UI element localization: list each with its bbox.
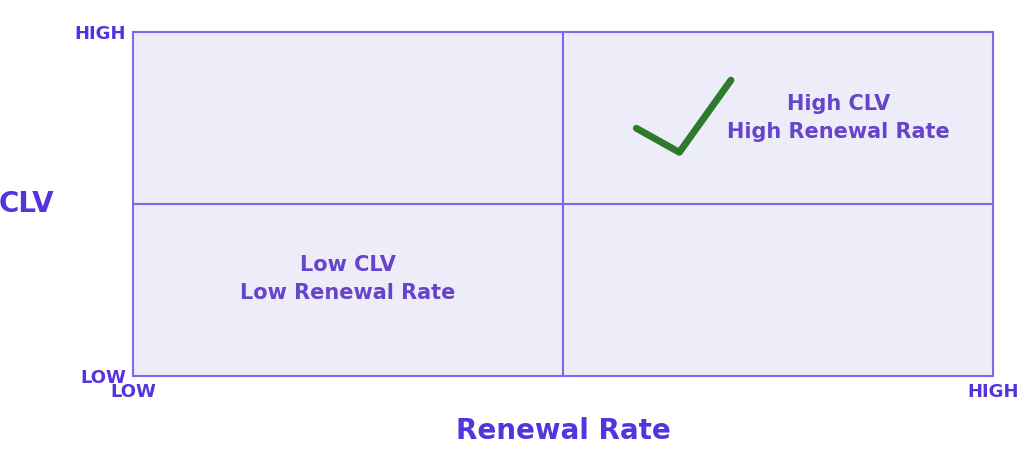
X-axis label: Renewal Rate: Renewal Rate bbox=[456, 417, 671, 445]
Y-axis label: CLV: CLV bbox=[0, 190, 54, 218]
Text: Low CLV
Low Renewal Rate: Low CLV Low Renewal Rate bbox=[241, 256, 456, 303]
Text: High CLV
High Renewal Rate: High CLV High Renewal Rate bbox=[727, 94, 950, 142]
